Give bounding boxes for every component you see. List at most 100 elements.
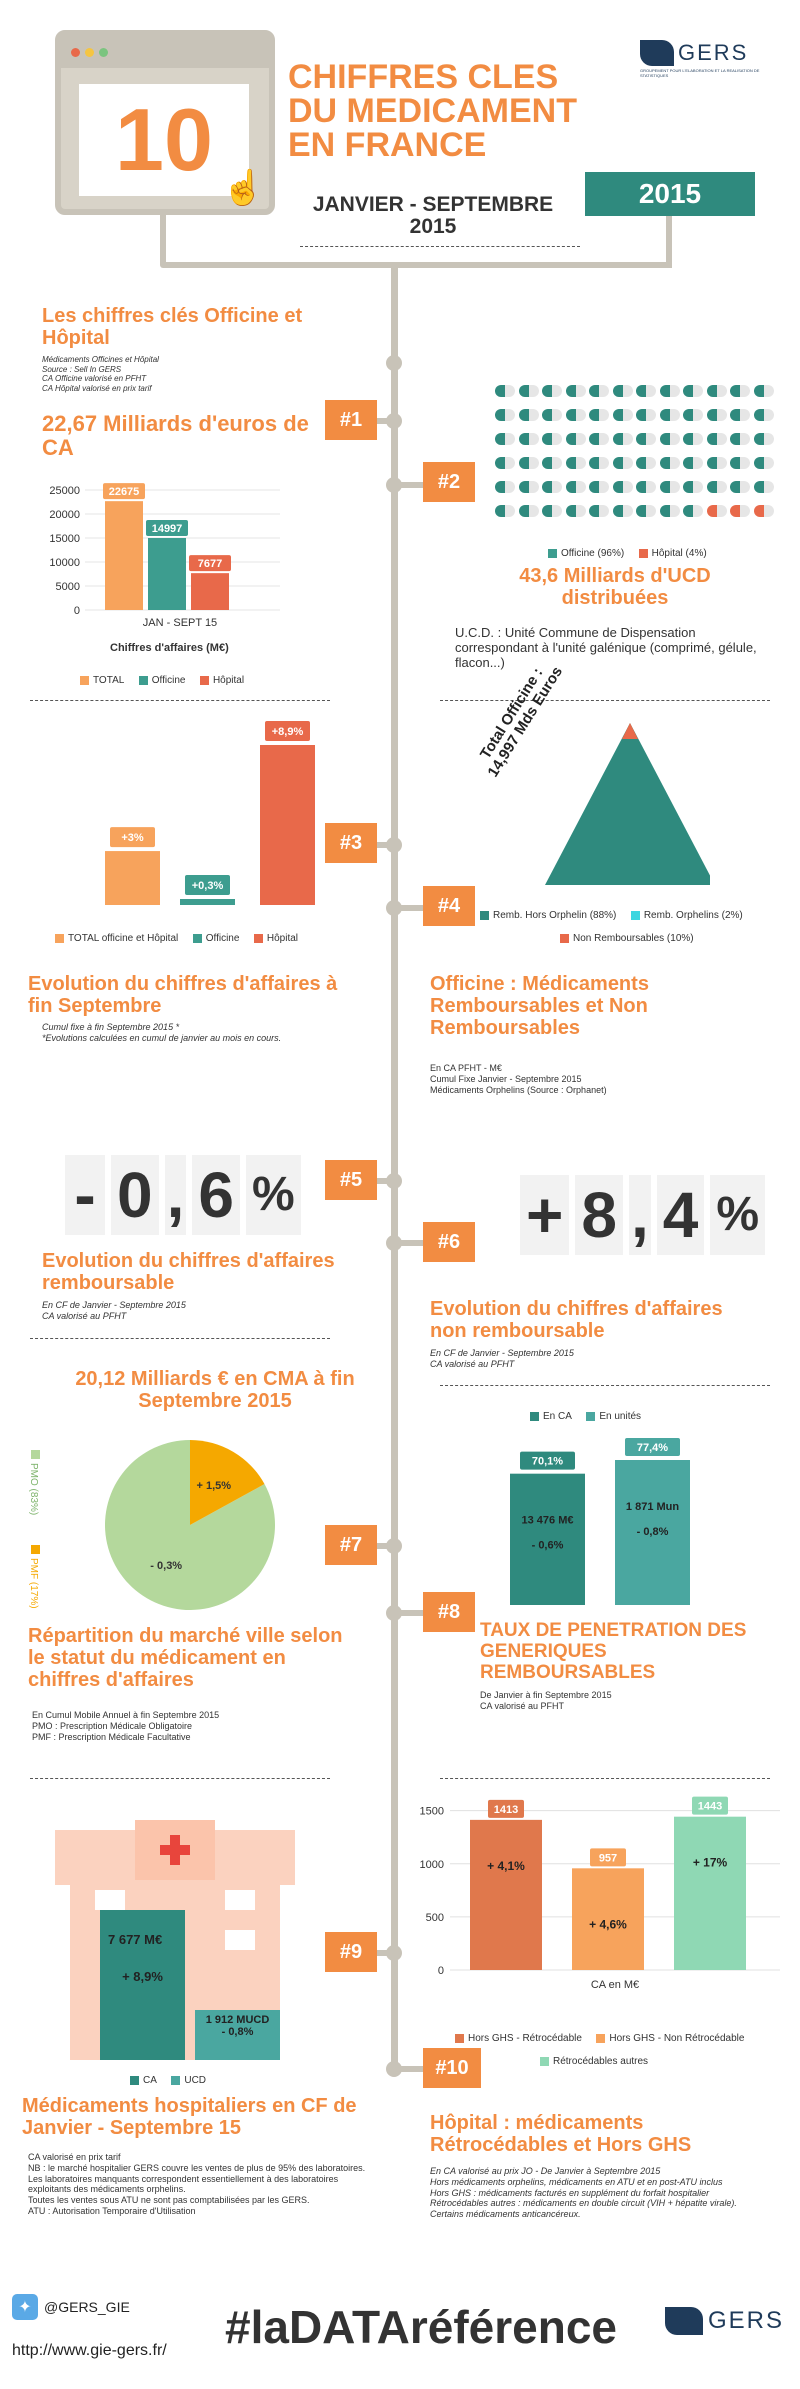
pill-icon xyxy=(706,481,727,493)
pill-icon xyxy=(542,385,562,397)
bar xyxy=(572,1868,644,1970)
pill-icon xyxy=(636,409,656,421)
browser-window-graphic: 10 xyxy=(55,30,275,215)
divider xyxy=(30,1338,330,1339)
pill-icon xyxy=(589,433,609,445)
pill-icon xyxy=(683,409,703,421)
header-number-box: 10 xyxy=(79,84,249,196)
item2-title: 43,6 Milliards d'UCD distribuées xyxy=(519,565,711,609)
bar-change: + 4,1% xyxy=(487,1859,525,1873)
pill-icon xyxy=(518,457,539,469)
item10-title: Hôpital : médicaments Rétrocédables et H… xyxy=(430,2112,692,2156)
pill-icon xyxy=(730,505,750,517)
pill-icon xyxy=(565,481,586,493)
twitter-link[interactable]: ✦ @GERS_GIE xyxy=(12,2294,130,2320)
badge-2: #2 xyxy=(423,462,475,502)
pill-icon xyxy=(636,457,656,469)
badge-5: #5 xyxy=(325,1160,377,1200)
item5-title: Evolution du chiffres d'affaires rembour… xyxy=(42,1250,335,1294)
pill-icon xyxy=(683,457,703,469)
item8-bar-chart: 70,1% 13 476 M€ - 0,6% 77,4% 1 871 Mun - 0,8% xyxy=(510,1438,690,1605)
hand-cursor-icon: ☝ xyxy=(222,169,265,207)
connector-right xyxy=(666,215,672,268)
item1-legend: TOTAL Officine Hôpital xyxy=(80,672,254,690)
pill-icon xyxy=(518,433,539,445)
pill-icon xyxy=(753,457,774,469)
timeline-node xyxy=(386,837,402,853)
pill-icon xyxy=(542,457,562,469)
badge-3: #3 xyxy=(325,823,377,863)
item7-pie-legend: PMO (83%) PMF (17%) xyxy=(28,1450,60,1620)
badge-6: #6 xyxy=(423,1222,475,1262)
header-title: CHIFFRES CLES DU MEDICAMENT EN FRANCE xyxy=(288,60,638,162)
bar xyxy=(510,1473,585,1605)
pill-icon xyxy=(589,481,609,493)
legend-item: Hors GHS - Rétrocédable xyxy=(455,2033,582,2044)
legend-item: Hors GHS - Non Rétrocédable xyxy=(596,2033,744,2044)
y-tick-label: 20000 xyxy=(49,509,80,521)
legend-item: Officine (96%) xyxy=(548,548,624,559)
gers-logo-icon xyxy=(640,40,674,66)
y-tick-label: 0 xyxy=(74,605,80,617)
pill-icon xyxy=(565,457,586,469)
legend-item: Officine xyxy=(138,675,186,686)
pill-icon xyxy=(565,505,586,517)
legend-item: Hôpital xyxy=(199,675,244,686)
item10-notes: En CA valorisé au prix JO - De Janvier à… xyxy=(430,2166,737,2220)
pill-icon xyxy=(730,481,750,493)
divider xyxy=(440,1385,770,1386)
pill-icon xyxy=(612,433,633,445)
pill-icon xyxy=(730,409,750,421)
item10-chart: 1500 1000 500 0 1413 + 4,1% 957 + 4,6% 1443 + 17%… xyxy=(410,1770,790,2035)
item10-legend: Hors GHS - Rétrocédable Hors GHS - Non R… xyxy=(455,2030,795,2071)
pill-icon xyxy=(612,385,633,397)
badge-1: #1 xyxy=(325,400,377,440)
header-title-line: EN FRANCE xyxy=(288,126,487,164)
hashtag: #laDATAréférence xyxy=(225,2301,618,2353)
bar xyxy=(615,1460,690,1605)
y-tick-label: 1500 xyxy=(420,1806,444,1818)
data-label: 77,4% xyxy=(637,1442,668,1454)
legend-item: En CA xyxy=(530,1411,572,1422)
item2-pill-grid xyxy=(495,385,780,535)
bar xyxy=(191,573,229,610)
pill-icon xyxy=(542,409,562,421)
legend-item: Rétrocédables autres xyxy=(540,2056,648,2067)
legend-item: TOTAL officine et Hôpital xyxy=(55,933,178,944)
ca-block: 7 677 M€ + 8,9% xyxy=(100,1910,185,2060)
data-label: 22675 xyxy=(109,486,140,498)
header-title-line: CHIFFRES CLES xyxy=(288,58,559,96)
pill-icon xyxy=(636,385,656,397)
item6-percent: + 8 , 4 % xyxy=(520,1175,771,1255)
connector-top xyxy=(160,262,670,268)
item7-subtitle: Répartition du marché ville selon le sta… xyxy=(28,1625,343,1691)
pill-icon xyxy=(518,481,539,493)
data-label: 7677 xyxy=(198,558,222,570)
badge-connector xyxy=(395,482,425,488)
data-label-bg xyxy=(185,875,230,895)
legend-item: PMF (17%) xyxy=(28,1545,40,1609)
pill-icon xyxy=(589,385,609,397)
legend-item: UCD xyxy=(171,2075,206,2086)
item8-chart: 70,1% 13 476 M€ - 0,6% 77,4% 1 871 Mun - 0,8% xyxy=(500,1430,760,1605)
pill-icon xyxy=(706,505,727,517)
pie-slice xyxy=(105,1440,276,1610)
website-link[interactable]: http://www.gie-gers.fr/ xyxy=(12,2342,167,2359)
badge-connector xyxy=(395,1610,425,1616)
timeline-node xyxy=(386,1605,402,1621)
legend-item: TOTAL xyxy=(80,675,124,686)
y-tick-label: 25000 xyxy=(49,485,80,497)
y-tick-label: 500 xyxy=(426,1912,444,1924)
item1-chart: 25000 20000 15000 10000 5000 0 22675 14997 7677 J… xyxy=(30,470,330,670)
pill-icon xyxy=(565,385,586,397)
pill-icon xyxy=(542,505,562,517)
bar xyxy=(260,745,315,905)
bar-value: 1 871 Mun xyxy=(626,1501,679,1513)
item5-notes: En CF de Janvier - Septembre 2015 CA val… xyxy=(42,1300,186,1321)
y-tick-label: 0 xyxy=(438,1965,444,1977)
bar xyxy=(470,1819,542,1970)
pill-icon xyxy=(706,409,727,421)
pill-icon xyxy=(636,505,656,517)
data-label-bg xyxy=(265,721,310,741)
pill-icon xyxy=(706,457,727,469)
